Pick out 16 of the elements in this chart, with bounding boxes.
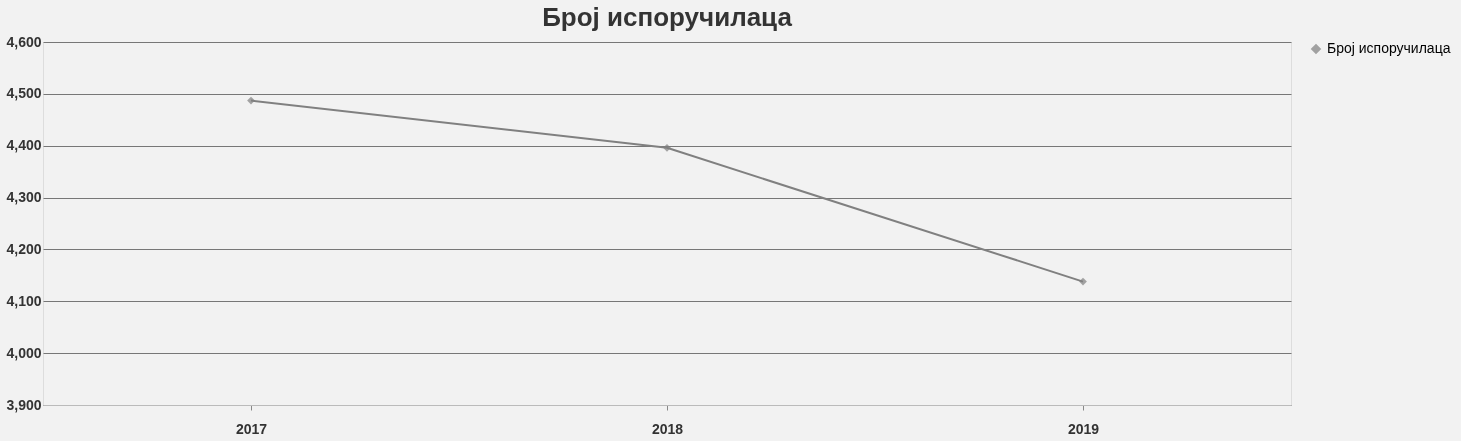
y-tick-label: 3,900	[6, 396, 42, 413]
y-tick-label: 4,400	[6, 137, 42, 154]
legend-label: Број испоручилаца	[1327, 40, 1451, 56]
point	[1079, 277, 1087, 286]
y-tick-label: 4,200	[6, 240, 42, 257]
x-tick-label: 2019	[1067, 420, 1100, 437]
x-tick-label: 2018	[651, 420, 684, 437]
y-tick-label: 4,600	[6, 33, 42, 50]
x-tick-label: 2017	[235, 420, 268, 437]
chart-title: Број испоручилаца	[542, 2, 793, 32]
y-tick-label: 4,500	[6, 85, 42, 102]
y-tick-label: 4,000	[6, 344, 42, 361]
y-tick-label: 4,300	[6, 189, 42, 206]
point	[663, 143, 671, 152]
point	[247, 96, 255, 105]
y-tick-label: 4,100	[6, 292, 42, 309]
